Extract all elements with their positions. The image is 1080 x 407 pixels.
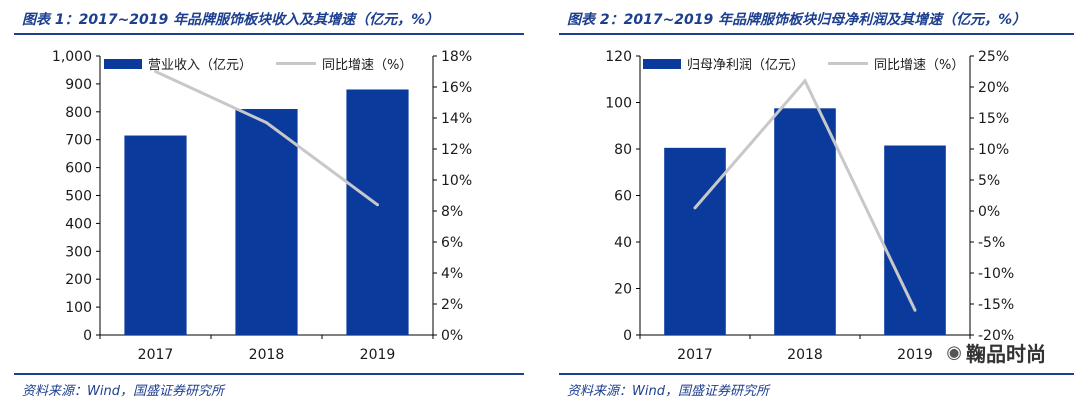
y-tick-label-right: 20%	[978, 80, 1009, 96]
y-tick-label-right: 8%	[441, 204, 463, 220]
title-rule	[14, 33, 524, 35]
growth-point-2018	[265, 121, 268, 125]
source-note: 资料来源：Wind，国盛证券研究所	[567, 384, 769, 399]
chart-legend: 营业收入（亿元） 同比增速（%）	[104, 54, 412, 73]
legend-label-profit: 归母净利润（亿元）	[687, 58, 805, 73]
y-tick-label-right: 2%	[441, 297, 463, 313]
footer-rule	[559, 373, 1074, 375]
y-tick-label-right: 4%	[441, 266, 463, 282]
y-tick-label-left: 700	[65, 133, 92, 149]
y-tick-label-left: 20	[614, 282, 632, 298]
y-tick-label-left: 80	[614, 142, 632, 158]
bar-2017	[124, 135, 187, 335]
bar-2019	[346, 89, 409, 335]
y-tick-label-right: 25%	[978, 49, 1009, 65]
chart-panel-profit: 图表 2：2017~2019 年品牌服饰板块归母净利润及其增速（亿元，%） 归母…	[545, 0, 1080, 407]
y-tick-label-right: 0%	[978, 204, 1000, 220]
y-tick-label-left: 1,000	[52, 49, 92, 65]
y-tick-label-right: 15%	[978, 111, 1009, 127]
y-tick-label-left: 500	[65, 189, 92, 205]
y-tick-label-right: 14%	[441, 111, 472, 127]
legend-label-growth: 同比增速（%）	[322, 58, 413, 73]
watermark-text: 鞠品时尚	[966, 342, 1046, 366]
y-tick-label-left: 900	[65, 77, 92, 93]
y-tick-label-right: 18%	[441, 49, 472, 65]
chart-legend: 归母净利润（亿元） 同比增速（%）	[643, 54, 964, 73]
y-tick-label-right: -5%	[978, 235, 1005, 251]
y-tick-label-right: 12%	[441, 142, 472, 158]
revenue-chart: 0 100 200 300 400 500 600 700 800 900 1,000 0% 2% 4% 6…	[52, 49, 472, 363]
y-tick-label-left: 100	[65, 300, 92, 316]
x-tick-label: 2017	[677, 347, 713, 363]
legend-swatch-bar	[643, 58, 681, 69]
y-tick-label-right: 10%	[978, 142, 1009, 158]
legend-label-growth: 同比增速（%）	[874, 58, 965, 73]
bar-2018	[235, 109, 298, 335]
y-tick-label-left: 800	[65, 105, 92, 121]
title-rule	[559, 33, 1074, 35]
y-tick-label-left: 40	[614, 235, 632, 251]
y-tick-label-right: 10%	[441, 173, 472, 189]
source-note: 资料来源：Wind，国盛证券研究所	[22, 384, 224, 399]
legend-swatch-bar	[104, 58, 142, 69]
growth-point-2019	[376, 203, 379, 207]
y-tick-label-left: 100	[605, 96, 632, 112]
y-tick-label-right: 5%	[978, 173, 1000, 189]
figure-title: 图表 2：2017~2019 年品牌服饰板块归母净利润及其增速（亿元，%）	[567, 12, 1027, 28]
figure-title: 图表 1：2017~2019 年品牌服饰板块收入及其增速（亿元，%）	[22, 12, 440, 28]
y-tick-label-left: 400	[65, 216, 92, 232]
x-tick-label: 2018	[249, 347, 285, 363]
x-tick-label: 2017	[138, 347, 174, 363]
y-tick-label-left: 120	[605, 49, 632, 65]
y-tick-label-left: 0	[623, 328, 632, 344]
watermark: ◉ 鞠品时尚	[946, 338, 1046, 367]
y-tick-label-left: 300	[65, 244, 92, 260]
legend-swatch-line	[828, 62, 869, 65]
bar-2019	[884, 145, 946, 335]
y-tick-label-right: 16%	[441, 80, 472, 96]
growth-point-2017	[154, 70, 157, 73]
y-tick-label-left: 60	[614, 189, 632, 205]
bar-2017	[664, 147, 726, 335]
bar-2018	[774, 108, 836, 335]
x-tick-label: 2019	[897, 347, 933, 363]
x-tick-label: 2019	[360, 347, 396, 363]
y-tick-label-right: -10%	[978, 266, 1014, 282]
wechat-icon: ◉	[946, 342, 962, 363]
chart-panel-revenue: 图表 1：2017~2019 年品牌服饰板块收入及其增速（亿元，%） 营业收入（…	[0, 0, 530, 407]
y-tick-label-left: 0	[83, 328, 92, 344]
y-tick-label-left: 200	[65, 272, 92, 288]
growth-point-2018	[803, 79, 807, 83]
growth-point-2019	[913, 308, 917, 312]
legend-label-revenue: 营业收入（亿元）	[148, 58, 253, 73]
y-tick-label-right: -15%	[978, 297, 1014, 313]
footer-rule	[14, 373, 524, 375]
y-tick-label-left: 600	[65, 161, 92, 177]
legend-swatch-line	[276, 62, 317, 65]
y-tick-label-right: 6%	[441, 235, 463, 251]
growth-point-2017	[693, 206, 697, 210]
y-tick-label-right: -20%	[978, 328, 1014, 344]
profit-chart: 0 20 40 60 80 100 120 -20% -15% -10% -5% 0% 5% 10% 15%…	[605, 49, 1014, 363]
y-tick-label-right: 0%	[441, 328, 463, 344]
x-tick-label: 2018	[787, 347, 823, 363]
